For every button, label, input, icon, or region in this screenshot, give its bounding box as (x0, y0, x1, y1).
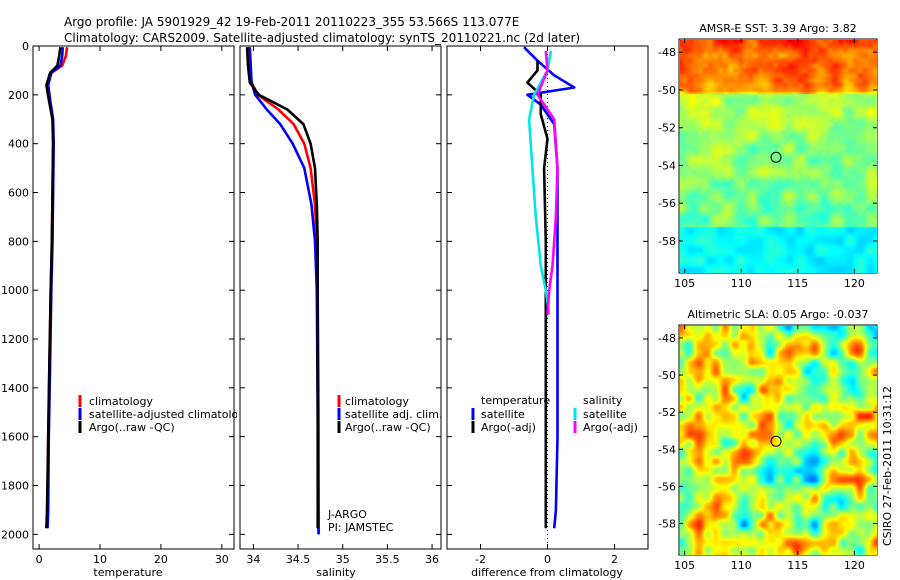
y-tick-label: 600 (8, 187, 29, 200)
legend-header-temperature: temperature (481, 394, 550, 407)
temperature-xlabel: temperature (93, 566, 162, 579)
legend-label: satellite adj. clim. (345, 408, 442, 421)
header-line-2: Climatology: CARS2009. Satellite-adjuste… (64, 31, 580, 45)
temperature-legend: climatology satellite-adjusted climatolo… (78, 395, 252, 434)
x-tick-label: 10 (93, 553, 107, 566)
salinity-xlabel: salinity (316, 566, 356, 579)
y-tick-label: 1000 (1, 284, 29, 297)
x-tick-label: -2 (475, 553, 486, 566)
legend-header-salinity: salinity (583, 394, 623, 407)
series-climatology (247, 47, 320, 535)
y-tick-label: 2000 (1, 528, 29, 541)
series-temperature-argo-adj- (526, 60, 549, 529)
y-tick-label: 1800 (1, 480, 29, 493)
legend-label: satellite-adjusted climatology (89, 408, 252, 421)
sla-map-title: Altimetric SLA: 0.05 Argo: -0.037 (688, 308, 869, 321)
sla-map-axes (678, 324, 878, 556)
header-line-1: Argo profile: JA 5901929_42 19-Feb-2011 … (64, 15, 519, 29)
side-stamp: CSIRO 27-Feb-2011 10:31:12 (881, 386, 894, 546)
x-tick-label: 20 (154, 553, 168, 566)
series-argo-raw-qc- (45, 47, 62, 529)
temperature-axes (32, 45, 235, 550)
y-tick-label: 1600 (1, 431, 29, 444)
x-tick-label: 35 (336, 553, 350, 566)
x-tick-label: 30 (215, 553, 229, 566)
legend-label: Argo(..raw -QC) (345, 421, 431, 434)
x-tick-label: 0 (36, 553, 43, 566)
series-salinity-argo-adj- (536, 50, 559, 315)
legend-label: climatology (89, 395, 153, 408)
legend-label: Argo(-adj) (481, 421, 536, 434)
y-tick-label: 1200 (1, 333, 29, 346)
x-tick-label: 0 (544, 553, 551, 566)
salinity-legend: climatology satellite adj. clim. Argo(..… (337, 395, 442, 434)
x-tick-label: 34 (246, 553, 260, 566)
x-tick-label: 35.5 (375, 553, 400, 566)
sst-map-axes (678, 38, 878, 274)
difference-legend: temperature salinity satellite Argo(-adj… (471, 394, 638, 434)
difference-xlabel: difference from climatology (471, 566, 623, 579)
legend-label: climatology (345, 395, 409, 408)
x-tick-label: 34.5 (286, 553, 311, 566)
float-program-annotation: J-ARGO (327, 508, 367, 521)
legend-label: satellite (481, 408, 525, 421)
x-tick-label: 2 (611, 553, 618, 566)
sst-heatmap (680, 40, 877, 273)
sst-map-title: AMSR-E SST: 3.39 Argo: 3.82 (699, 22, 857, 35)
sla-heatmap (680, 326, 877, 555)
y-tick-label: 1400 (1, 382, 29, 395)
legend-label: Argo(..raw -QC) (89, 421, 175, 434)
y-tick-label: 200 (8, 89, 29, 102)
series-satellite-adj-clim- (248, 47, 320, 535)
y-tick-label: 0 (22, 40, 29, 53)
series-argo-raw-qc- (245, 47, 320, 529)
salinity-axes (239, 45, 442, 550)
x-tick-label: 36 (425, 553, 439, 566)
legend-label: satellite (583, 408, 627, 421)
float-pi-annotation: PI: JAMSTEC (328, 521, 394, 534)
y-tick-label: 400 (8, 138, 29, 151)
legend-label: Argo(-adj) (583, 421, 638, 434)
y-tick-label: 800 (8, 235, 29, 248)
